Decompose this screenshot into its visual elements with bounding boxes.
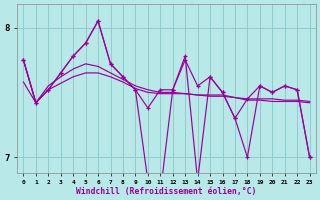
X-axis label: Windchill (Refroidissement éolien,°C): Windchill (Refroidissement éolien,°C) xyxy=(76,187,257,196)
